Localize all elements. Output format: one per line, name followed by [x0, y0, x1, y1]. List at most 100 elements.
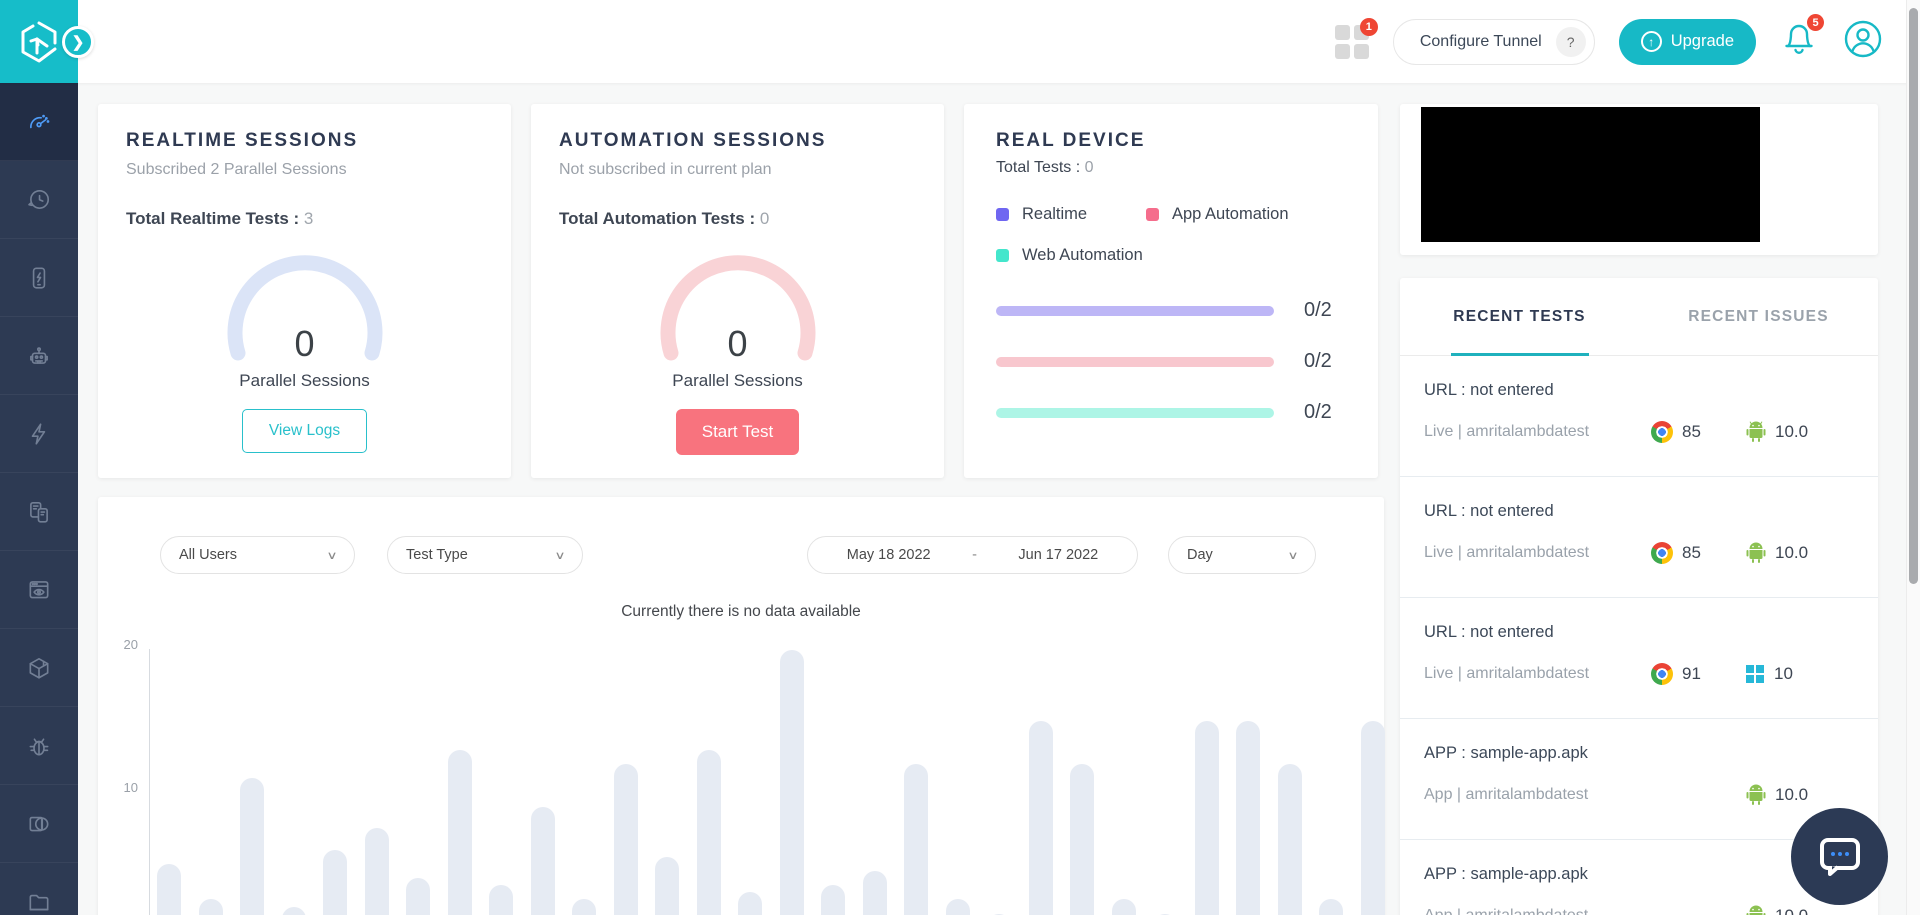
android-icon — [1746, 542, 1766, 563]
no-data-message: Currently there is no data available — [621, 603, 861, 620]
chart-bar — [323, 849, 347, 915]
browser-env: 85 — [1651, 542, 1746, 564]
upgrade-button[interactable]: ↑ Upgrade — [1618, 18, 1756, 65]
android-icon — [1746, 905, 1766, 915]
chart-bar — [945, 899, 970, 915]
sidebar-item-hyperexecute[interactable] — [0, 395, 78, 473]
chrome-icon — [1651, 663, 1673, 685]
sidebar-item-smart-testing[interactable] — [0, 629, 78, 707]
apps-notification-badge: 1 — [1359, 17, 1378, 36]
tab-recent-issues[interactable]: RECENT ISSUES — [1688, 307, 1829, 325]
test-type-filter-dropdown[interactable]: Test Type ∨ — [387, 536, 583, 574]
test-row[interactable]: URL : not entered Live | amritalambdates… — [1400, 477, 1878, 598]
chart-bar — [447, 749, 472, 915]
help-icon[interactable]: ? — [1555, 26, 1586, 57]
legend-swatch-realtime — [996, 208, 1009, 221]
sidebar-item-app-automation[interactable] — [0, 317, 78, 395]
chart-bar — [779, 650, 804, 915]
usage-bar-app-automation — [996, 356, 1274, 367]
realtime-clock-icon — [28, 189, 50, 209]
realtime-parallel-count: 0 — [294, 323, 315, 364]
apps-grid-icon[interactable]: 1 — [1334, 17, 1378, 59]
test-row[interactable]: APP : sample-app.apk App | amritalambdat… — [1400, 840, 1878, 915]
test-row[interactable]: URL : not entered Live | amritalambdates… — [1400, 598, 1878, 719]
date-range-picker[interactable]: May 18 2022 - Jun 17 2022 — [807, 536, 1138, 574]
chart-bar — [904, 764, 928, 915]
chart-bar — [1194, 721, 1219, 915]
chart-bar — [572, 899, 596, 915]
y-axis-line — [149, 649, 150, 915]
browser-eye-icon — [29, 580, 49, 598]
chevron-down-icon: ∨ — [1287, 549, 1299, 562]
granularity-dropdown[interactable]: Day ∨ — [1168, 536, 1316, 574]
video-player[interactable] — [1421, 107, 1760, 242]
robot-icon — [30, 346, 48, 364]
chart-bar — [696, 749, 721, 915]
sidebar-item-lt-browser[interactable] — [0, 551, 78, 629]
date-to[interactable]: Jun 17 2022 — [1018, 547, 1099, 563]
profile-menu-button[interactable] — [1842, 18, 1884, 65]
automation-card-title: AUTOMATION SESSIONS — [559, 130, 827, 151]
configure-tunnel-button[interactable]: Configure Tunnel ? — [1392, 18, 1595, 65]
sidebar-item-app-testing[interactable] — [0, 473, 78, 551]
chart-bar — [364, 828, 389, 915]
sidebar-item-visual-regression[interactable] — [0, 785, 78, 863]
device-lightning-icon — [32, 266, 46, 289]
automation-total-tests: Total Automation Tests : 0 — [559, 209, 770, 228]
android-icon — [1746, 421, 1766, 442]
notifications-button[interactable]: 5 — [1780, 14, 1824, 63]
windows-icon — [1746, 664, 1765, 684]
realtime-card-title: REALTIME SESSIONS — [126, 130, 359, 151]
page-scrollbar[interactable] — [1906, 0, 1920, 915]
tab-recent-tests[interactable]: RECENT TESTS — [1400, 278, 1639, 356]
speedometer-icon — [30, 114, 50, 128]
bell-notification-badge: 5 — [1807, 14, 1824, 31]
usage-value-realtime: 0/2 — [1304, 299, 1332, 321]
chart-bar — [1319, 899, 1343, 915]
bell-icon — [1785, 24, 1813, 54]
date-separator: - — [972, 547, 977, 563]
legend-app-automation: App Automation — [1146, 205, 1346, 224]
recent-tabs: RECENT TESTS RECENT ISSUES — [1400, 278, 1878, 356]
chart-bar — [1360, 721, 1385, 915]
sidebar-item-test-analytics[interactable] — [0, 707, 78, 785]
user-filter-dropdown[interactable]: All Users ∨ — [160, 536, 355, 574]
os-env: 10 — [1746, 664, 1854, 684]
sidebar-item-realtime[interactable] — [0, 161, 78, 239]
gauge-arc — [660, 255, 815, 361]
sidebar-nav — [0, 83, 78, 915]
test-row[interactable]: APP : sample-app.apk App | amritalambdat… — [1400, 719, 1878, 840]
chrome-icon — [1651, 421, 1673, 443]
usage-row-app-automation: 0/2 — [996, 350, 1346, 373]
realtime-gauge: 0 — [210, 245, 400, 367]
chart-bars — [157, 650, 1407, 915]
chevron-down-icon: ∨ — [554, 549, 566, 562]
folder-icon — [29, 894, 49, 910]
bug-icon — [29, 737, 49, 755]
sidebar-item-real-device[interactable] — [0, 239, 78, 317]
view-logs-button[interactable]: View Logs — [241, 409, 368, 453]
realtime-card-subtitle: Subscribed 2 Parallel Sessions — [126, 161, 347, 178]
chart-bar — [1070, 764, 1094, 915]
test-row[interactable]: URL : not entered Live | amritalambdates… — [1400, 356, 1878, 477]
chart-bar — [1277, 764, 1302, 915]
automation-gauge: 0 — [643, 245, 833, 367]
automation-parallel-count: 0 — [727, 323, 748, 364]
chart-bar — [1153, 913, 1177, 915]
chart-bar — [655, 856, 679, 915]
browser-env: 85 — [1651, 421, 1746, 443]
chat-widget-button[interactable] — [1791, 808, 1888, 905]
date-from[interactable]: May 18 2022 — [846, 547, 931, 563]
sidebar-item-projects[interactable] — [0, 863, 78, 915]
sidebar-item-dashboard[interactable] — [0, 83, 78, 161]
sidebar-expand-button[interactable]: ❯ — [62, 26, 94, 58]
y-axis-tick-20: 20 — [123, 637, 138, 652]
lightning-icon — [31, 422, 46, 445]
realtime-sessions-card: REALTIME SESSIONS Subscribed 2 Parallel … — [98, 104, 511, 478]
chart-bar — [1236, 721, 1260, 915]
start-test-button[interactable]: Start Test — [675, 409, 800, 455]
scrollbar-thumb[interactable] — [1909, 8, 1918, 584]
real-device-total: Total Tests : 0 — [996, 159, 1094, 176]
usage-value-web-automation: 0/2 — [1304, 401, 1332, 423]
